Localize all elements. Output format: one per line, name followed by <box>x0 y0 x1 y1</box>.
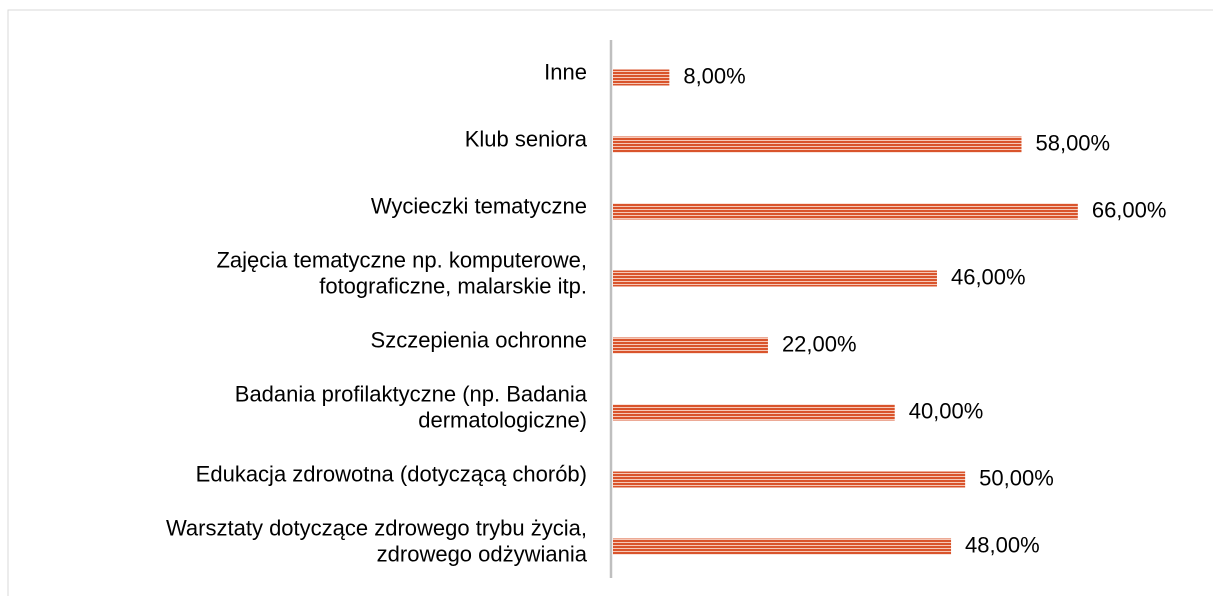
value-label: 66,00% <box>1092 197 1167 222</box>
bar <box>613 69 670 86</box>
value-label: 58,00% <box>1035 130 1110 155</box>
chart-frame <box>7 9 1213 596</box>
bar <box>613 538 952 555</box>
bar <box>613 471 966 488</box>
bar <box>613 404 895 421</box>
bar <box>613 136 1022 153</box>
category-label: Warsztaty dotyczące zdrowego trybu życia… <box>166 515 588 566</box>
category-label: Badania profilaktyczne (np. Badania derma… <box>235 381 588 432</box>
value-label: 8,00% <box>683 63 745 88</box>
category-label: Klub seniora <box>465 126 588 151</box>
category-label: Szczepienia ochronne <box>371 327 587 352</box>
value-label: 46,00% <box>951 264 1026 289</box>
bar <box>613 337 768 354</box>
category-label: Inne <box>544 59 587 84</box>
category-label: Wycieczki tematyczne <box>371 193 587 218</box>
value-label: 48,00% <box>965 532 1040 557</box>
value-label: 22,00% <box>782 331 857 356</box>
category-label: Edukacja zdrowotna (dotyczącą chorób) <box>196 461 587 486</box>
value-label: 40,00% <box>909 398 984 423</box>
value-label: 50,00% <box>979 465 1054 490</box>
bar <box>613 203 1078 220</box>
category-label: Zajęcia tematyczne np. komputerowe, fotog… <box>216 247 587 298</box>
bar <box>613 270 937 287</box>
